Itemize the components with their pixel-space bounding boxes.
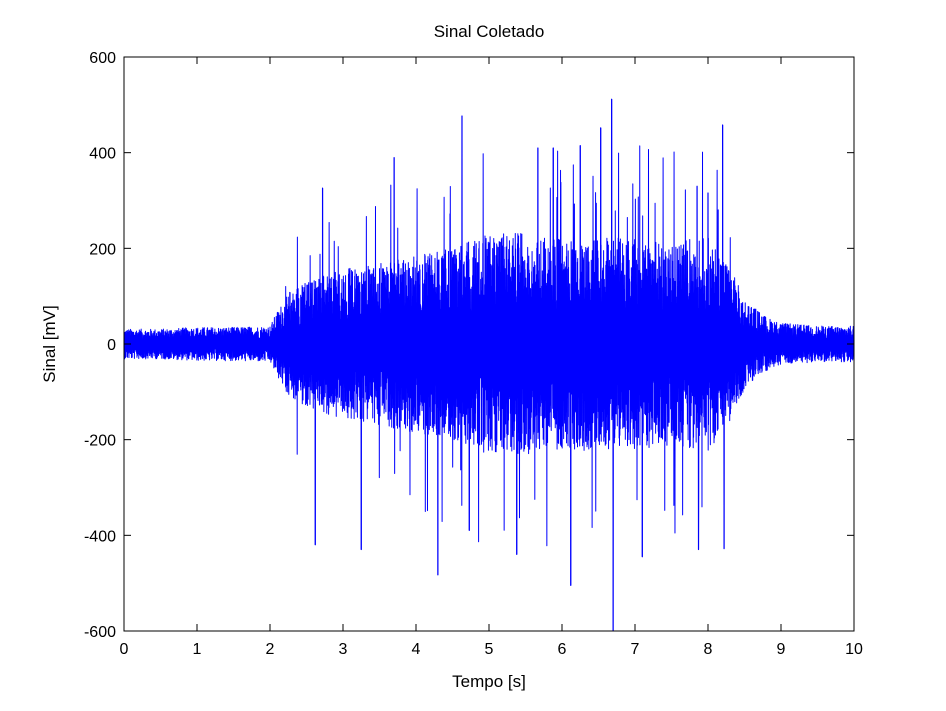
y-axis-label: Sinal [mV] [40,305,59,382]
y-tick-label: -600 [84,624,116,641]
x-tick-label: 1 [193,641,202,658]
x-tick-label: 4 [412,641,421,658]
y-tick-label: -400 [84,528,116,545]
chart-title: Sinal Coletado [434,22,545,41]
tick-labels: 0 1 2 3 4 5 6 7 8 9 10 -600 -400 -200 0 200 400 600 [84,50,863,658]
y-tick-label: -200 [84,433,116,450]
x-tick-label: 10 [845,641,863,658]
x-tick-label: 2 [266,641,275,658]
x-tick-label: 8 [704,641,713,658]
y-tick-label: 0 [107,337,116,354]
signal-layer [124,98,854,631]
y-tick-label: 400 [89,146,116,163]
y-tick-label: 200 [89,241,116,258]
signal-line [124,98,854,631]
x-tick-label: 6 [558,641,567,658]
x-tick-label: 0 [120,641,129,658]
x-tick-label: 9 [777,641,786,658]
x-tick-label: 3 [339,641,348,658]
y-tick-label: 600 [89,50,116,67]
axes-frame [123,56,855,632]
x-tick-label: 7 [631,641,640,658]
x-tick-label: 5 [485,641,494,658]
x-axis-label: Tempo [s] [452,672,526,691]
